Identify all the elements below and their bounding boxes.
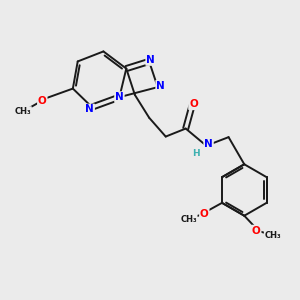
- Text: CH₃: CH₃: [265, 231, 281, 240]
- Text: CH₃: CH₃: [180, 215, 197, 224]
- Text: O: O: [189, 99, 198, 109]
- Text: CH₃: CH₃: [14, 107, 31, 116]
- Text: N: N: [115, 92, 124, 102]
- Text: H: H: [193, 149, 200, 158]
- Text: N: N: [156, 81, 165, 91]
- Text: O: O: [252, 226, 261, 236]
- Text: N: N: [146, 55, 155, 65]
- Text: N: N: [85, 104, 94, 114]
- Text: N: N: [204, 139, 213, 149]
- Text: O: O: [200, 209, 209, 219]
- Text: O: O: [38, 96, 47, 106]
